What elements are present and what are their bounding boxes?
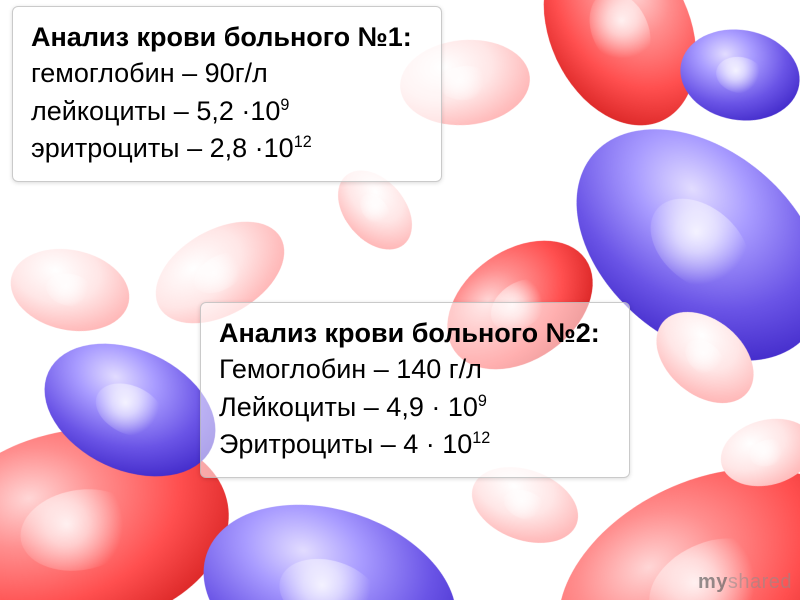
slide-stage: Анализ крови больного №1: гемоглобин – 9… xyxy=(0,0,800,600)
rbc-exp: 12 xyxy=(472,429,490,447)
wbc-exp: 9 xyxy=(280,96,289,114)
card1-rbc: эритроциты – 2,8 ·1012 xyxy=(31,130,423,167)
watermark-rest: shared xyxy=(728,571,792,593)
card1-hb: гемоглобин – 90г/л xyxy=(31,55,423,92)
blood-cell xyxy=(3,238,137,341)
hb-label: Гемоглобин – xyxy=(219,354,396,384)
hb-value: 90г/л xyxy=(205,58,268,88)
hb-value: 140 г/л xyxy=(396,354,482,384)
card-patient-2: Анализ крови больного №2: Гемоглобин – 1… xyxy=(200,302,630,478)
wbc-label: Лейкоциты – xyxy=(219,392,386,422)
wbc-label: лейкоциты – xyxy=(31,96,196,126)
rbc-label: Эритроциты – xyxy=(219,429,403,459)
card2-title: Анализ крови больного №2: xyxy=(219,315,611,351)
watermark-prefix: my xyxy=(698,571,728,593)
card1-title: Анализ крови больного №1: xyxy=(31,19,423,55)
card-patient-1: Анализ крови больного №1: гемоглобин – 9… xyxy=(12,6,442,182)
card2-rbc: Эритроциты – 4 · 1012 xyxy=(219,426,611,463)
wbc-value: 4,9 · 10 xyxy=(386,392,478,422)
rbc-value: 4 · 10 xyxy=(403,429,472,459)
card1-wbc: лейкоциты – 5,2 ·109 xyxy=(31,93,423,130)
card2-hb: Гемоглобин – 140 г/л xyxy=(219,351,611,388)
rbc-value: 2,8 ·10 xyxy=(210,133,294,163)
wbc-value: 5,2 ·10 xyxy=(196,96,280,126)
card2-wbc: Лейкоциты – 4,9 · 109 xyxy=(219,389,611,426)
rbc-exp: 12 xyxy=(294,133,312,151)
rbc-label: эритроциты – xyxy=(31,133,210,163)
hb-label: гемоглобин – xyxy=(31,58,205,88)
watermark: myshared xyxy=(698,571,792,594)
wbc-exp: 9 xyxy=(478,392,487,410)
